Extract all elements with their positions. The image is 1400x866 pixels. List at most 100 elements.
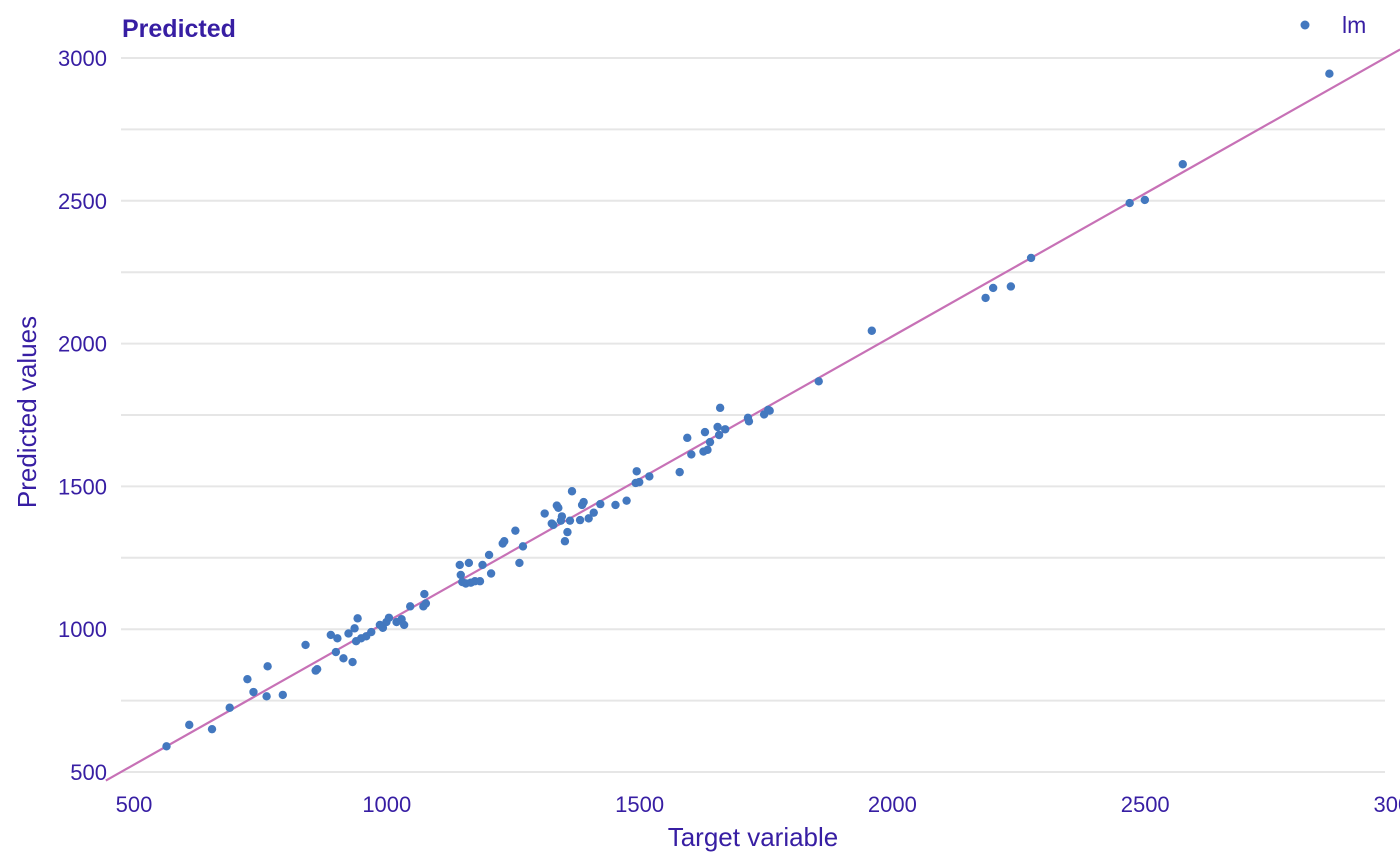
y-tick-label: 2000	[58, 332, 107, 357]
data-point	[675, 467, 684, 477]
data-point	[1006, 282, 1016, 291]
x-tick-label: 3000	[1374, 792, 1400, 817]
data-point	[500, 537, 509, 546]
x-axis-ticks: 500 1000 1500 2000 2500 3000	[116, 792, 1400, 817]
legend: lm	[1300, 12, 1366, 38]
data-point	[262, 692, 271, 701]
data-point	[249, 687, 258, 697]
legend-marker-lm	[1300, 20, 1310, 30]
x-axis-title: Target variable	[668, 822, 839, 852]
x-tick-label: 1500	[615, 792, 664, 817]
data-point	[563, 527, 572, 537]
data-point	[225, 703, 234, 712]
data-point	[584, 514, 593, 523]
data-point	[622, 496, 631, 505]
x-tick-label: 1000	[362, 792, 411, 817]
data-point	[549, 520, 558, 530]
reference-line	[105, 48, 1400, 782]
reference-line-group	[105, 48, 1400, 782]
data-point	[1325, 69, 1334, 78]
y-tick-label: 1500	[58, 474, 107, 499]
data-point	[456, 570, 465, 580]
data-point	[185, 720, 194, 730]
data-point	[478, 560, 487, 570]
data-point	[1140, 195, 1150, 205]
data-point	[518, 542, 528, 551]
data-points	[162, 69, 1334, 751]
data-point	[384, 613, 394, 622]
data-point	[579, 497, 588, 507]
data-point	[720, 425, 730, 434]
data-point	[350, 624, 359, 633]
data-point	[1125, 198, 1134, 208]
data-point	[406, 602, 415, 611]
data-point	[1178, 160, 1187, 169]
data-point	[367, 627, 376, 637]
x-tick-label: 2500	[1121, 792, 1170, 817]
data-point	[567, 487, 577, 496]
data-point	[589, 508, 598, 517]
data-point	[515, 558, 524, 568]
data-point	[981, 293, 990, 303]
data-point	[207, 724, 217, 734]
grid-lines	[121, 57, 1385, 773]
data-point	[278, 690, 287, 700]
data-point	[243, 674, 252, 684]
x-tick-label: 2000	[868, 792, 917, 817]
data-point	[511, 526, 520, 535]
data-point	[339, 654, 348, 663]
data-point	[263, 662, 272, 671]
data-point	[744, 417, 754, 426]
data-point	[713, 422, 722, 432]
data-point	[333, 634, 342, 643]
data-point	[344, 629, 353, 638]
data-point	[867, 326, 877, 335]
data-point	[632, 467, 641, 476]
y-tick-label: 500	[70, 760, 107, 785]
y-tick-label: 3000	[58, 46, 107, 71]
legend-label-lm: lm	[1342, 12, 1366, 38]
data-point	[420, 589, 429, 599]
data-point	[611, 500, 620, 510]
data-point	[1026, 253, 1036, 263]
data-point	[635, 477, 644, 487]
data-point	[486, 569, 496, 578]
data-point	[464, 558, 474, 568]
data-point	[455, 560, 464, 570]
data-point	[575, 515, 585, 525]
data-point	[596, 499, 605, 509]
data-point	[484, 550, 494, 560]
data-point	[645, 472, 654, 481]
data-point	[353, 614, 362, 623]
y-tick-label: 2500	[58, 189, 107, 214]
y-axis-title: Predicted values	[12, 316, 42, 508]
data-point	[814, 377, 823, 386]
x-tick-label: 500	[116, 792, 153, 817]
y-axis-ticks: 500 1000 1500 2000 2500 3000	[58, 46, 107, 785]
data-point	[475, 577, 485, 586]
data-point	[714, 430, 724, 440]
chart-title: Predicted	[122, 15, 236, 43]
data-point	[765, 406, 774, 415]
data-point	[331, 647, 341, 657]
data-point	[703, 445, 712, 455]
data-point	[683, 433, 692, 443]
data-point	[700, 427, 710, 437]
data-point	[687, 450, 696, 459]
data-point	[540, 509, 549, 518]
data-point	[988, 283, 998, 293]
data-point	[301, 640, 310, 650]
y-tick-label: 1000	[58, 617, 107, 642]
data-point	[326, 630, 336, 640]
data-point	[554, 503, 563, 513]
data-point	[705, 437, 715, 447]
data-point	[312, 664, 322, 674]
data-point	[715, 403, 725, 413]
data-point	[348, 657, 357, 667]
data-point	[560, 537, 570, 546]
data-point	[399, 620, 409, 630]
data-point	[557, 512, 567, 521]
data-point	[162, 742, 171, 751]
